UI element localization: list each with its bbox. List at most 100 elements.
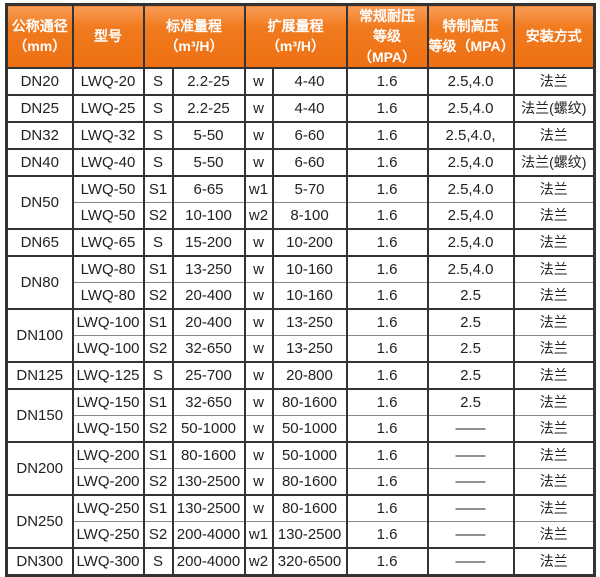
normal-pressure-cell: 1.6 [345, 174, 429, 203]
model-cell: LWQ-100 [71, 334, 145, 363]
high-pressure-cell: 2.5 [426, 281, 515, 310]
model-cell: LWQ-150 [71, 414, 145, 443]
extended-range-cell: 50-1000 [271, 414, 348, 443]
extended-range-cell: 6-60 [271, 120, 348, 150]
normal-pressure-cell: 1.6 [345, 414, 429, 443]
high-pressure-cell: 2.5,4.0 [426, 201, 515, 230]
table-row: DN200 LWQ-200 S1 80-1600 w 50-1000 1.6 —… [5, 440, 596, 496]
w-grade-cell: w [243, 93, 274, 123]
w-grade-cell: w [243, 334, 274, 363]
normal-pressure-cell: 1.6 [345, 387, 429, 416]
high-pressure-cell: —— [426, 493, 515, 522]
standard-range-cell: 5-50 [171, 147, 246, 177]
standard-range-cell: 6-65 [171, 174, 246, 203]
dn-cell: DN125 [5, 360, 74, 390]
table-row: DN150 LWQ-150 S1 32-650 w 80-1600 1.6 2.… [5, 387, 596, 443]
model-cell: LWQ-80 [71, 281, 145, 310]
normal-pressure-cell: 1.6 [345, 66, 429, 96]
normal-pressure-cell: 1.6 [345, 360, 429, 390]
high-pressure-cell: 2.5 [426, 387, 515, 416]
normal-pressure-cell: 1.6 [345, 440, 429, 469]
w-grade-cell: w [243, 387, 274, 416]
header-extended-range: 扩展量程 （m³/H） [243, 3, 348, 69]
install-cell: 法兰 [512, 174, 596, 203]
dn-cell: DN25 [5, 93, 74, 123]
extended-range-cell: 6-60 [271, 147, 348, 177]
install-cell: 法兰 [512, 334, 596, 363]
header-install-method: 安装方式 [512, 3, 596, 69]
flow-meter-spec-table-container: 公称通径 （mm） 型号 标准量程 （m³/H） 扩展量程 （m³/H） 常规耐… [5, 3, 596, 577]
model-cell: LWQ-25 [71, 93, 145, 123]
table-row: DN25 LWQ-25 S 2.2-25 w 4-40 1.6 2.5,4.0 … [5, 93, 596, 123]
w-grade-cell: w [243, 467, 274, 496]
w-grade-cell: w2 [243, 201, 274, 230]
model-cell: LWQ-150 [71, 387, 145, 416]
high-pressure-cell: 2.5,4.0, [426, 120, 515, 150]
w-grade-cell: w [243, 493, 274, 522]
table-row: LWQ-50 S2 10-100 w2 8-100 1.6 2.5,4.0 法兰 [7, 201, 596, 230]
dn-cell: DN50 [5, 174, 74, 230]
s-grade-cell: S2 [142, 281, 174, 310]
standard-range-cell: 13-250 [171, 254, 246, 283]
header-standard-range: 标准量程 （m³/H） [142, 3, 246, 69]
high-pressure-cell: 2.5 [426, 307, 515, 336]
standard-range-cell: 15-200 [171, 227, 246, 257]
w-grade-cell: w [243, 147, 274, 177]
install-cell: 法兰 [512, 493, 596, 522]
table-row: LWQ-80 S2 20-400 w 10-160 1.6 2.5 法兰 [7, 281, 596, 310]
normal-pressure-cell: 1.6 [345, 493, 429, 522]
header-normal-pressure: 常规耐压 等级（MPA） [345, 3, 429, 69]
install-cell: 法兰(螺纹) [512, 147, 596, 177]
w-grade-cell: w [243, 227, 274, 257]
model-cell: LWQ-40 [71, 147, 145, 177]
s-grade-cell: S2 [142, 414, 174, 443]
model-cell: LWQ-125 [71, 360, 145, 390]
model-cell: LWQ-300 [71, 546, 145, 577]
standard-range-cell: 32-650 [171, 387, 246, 416]
table-row: DN250 LWQ-250 S1 130-2500 w 80-1600 1.6 … [5, 493, 596, 549]
s-grade-cell: S2 [142, 201, 174, 230]
extended-range-cell: 4-40 [271, 93, 348, 123]
model-cell: LWQ-50 [71, 201, 145, 230]
table-row: DN40 LWQ-40 S 5-50 w 6-60 1.6 2.5,4.0 法兰… [5, 147, 596, 177]
standard-range-cell: 130-2500 [171, 493, 246, 522]
extended-range-cell: 10-160 [271, 254, 348, 283]
s-grade-cell: S1 [142, 174, 174, 203]
model-cell: LWQ-65 [71, 227, 145, 257]
dn-cell: DN150 [5, 387, 74, 443]
standard-range-cell: 20-400 [171, 281, 246, 310]
s-grade-cell: S [142, 546, 174, 577]
s-grade-cell: S [142, 147, 174, 177]
table-row: DN300 LWQ-300 S 200-4000 w2 320-6500 1.6… [5, 546, 596, 577]
w-grade-cell: w1 [243, 174, 274, 203]
high-pressure-cell: —— [426, 414, 515, 443]
header-row: 公称通径 （mm） 型号 标准量程 （m³/H） 扩展量程 （m³/H） 常规耐… [5, 3, 596, 69]
extended-range-cell: 320-6500 [271, 546, 348, 577]
s-grade-cell: S1 [142, 307, 174, 336]
high-pressure-cell: 2.5,4.0 [426, 93, 515, 123]
w-grade-cell: w [243, 307, 274, 336]
table-row: DN65 LWQ-65 S 15-200 w 10-200 1.6 2.5,4.… [5, 227, 596, 257]
model-cell: LWQ-200 [71, 467, 145, 496]
dn-cell: DN20 [5, 66, 74, 96]
dn-cell: DN200 [5, 440, 74, 496]
s-grade-cell: S1 [142, 440, 174, 469]
high-pressure-cell: 2.5,4.0 [426, 254, 515, 283]
standard-range-cell: 50-1000 [171, 414, 246, 443]
standard-range-cell: 2.2-25 [171, 93, 246, 123]
s-grade-cell: S [142, 120, 174, 150]
s-grade-cell: S2 [142, 334, 174, 363]
table-row: DN80 LWQ-80 S1 13-250 w 10-160 1.6 2.5,4… [5, 254, 596, 310]
table-row: DN32 LWQ-32 S 5-50 w 6-60 1.6 2.5,4.0, 法… [5, 120, 596, 150]
high-pressure-cell: 2.5,4.0 [426, 66, 515, 96]
normal-pressure-cell: 1.6 [345, 307, 429, 336]
w-grade-cell: w [243, 414, 274, 443]
extended-range-cell: 10-200 [271, 227, 348, 257]
w-grade-cell: w [243, 440, 274, 469]
high-pressure-cell: 2.5,4.0 [426, 174, 515, 203]
table-row: DN100 LWQ-100 S1 20-400 w 13-250 1.6 2.5… [5, 307, 596, 363]
model-cell: LWQ-100 [71, 307, 145, 336]
s-grade-cell: S1 [142, 387, 174, 416]
install-cell: 法兰 [512, 281, 596, 310]
standard-range-cell: 130-2500 [171, 467, 246, 496]
